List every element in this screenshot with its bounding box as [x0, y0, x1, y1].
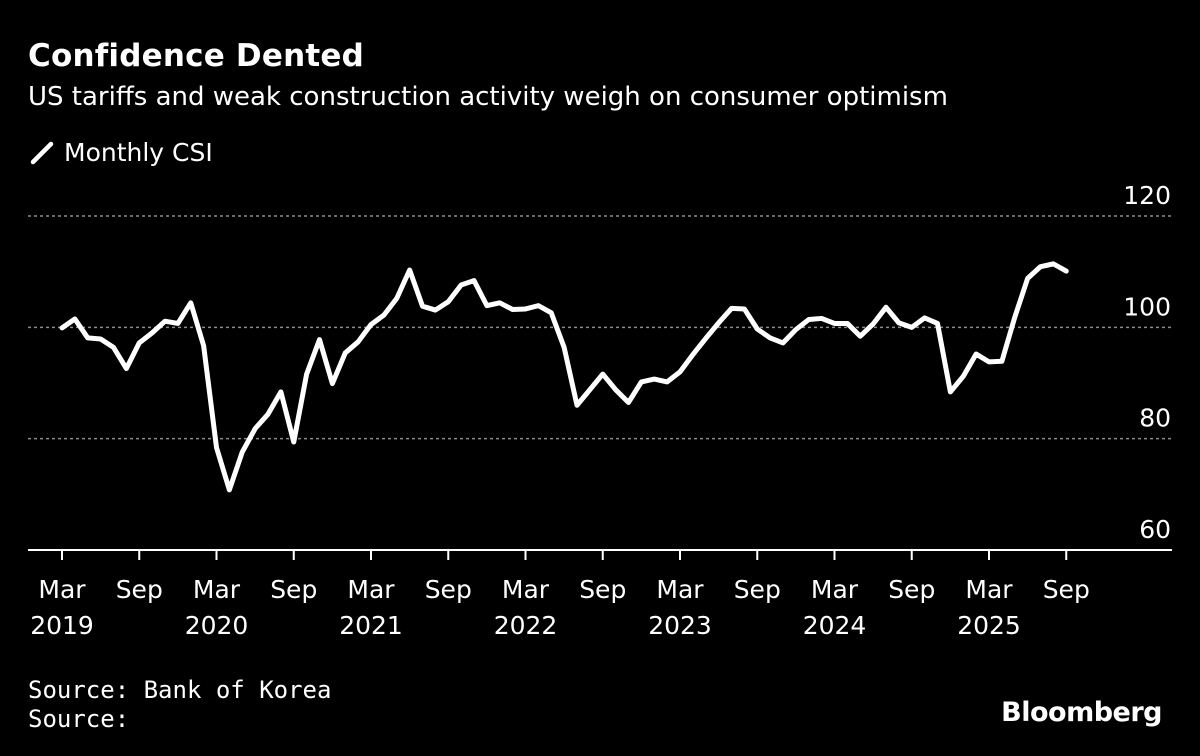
x-tick-label: Sep: [116, 575, 163, 604]
x-tick-label: Mar: [656, 575, 704, 604]
y-tick-label-120: 120: [1123, 181, 1171, 210]
x-tick-year-label: 2022: [494, 611, 558, 640]
y-tick-label-80: 80: [1139, 404, 1171, 433]
x-tick-label: Mar: [347, 575, 395, 604]
x-tick-year-label: 2025: [957, 611, 1021, 640]
x-tick-year-label: 2021: [339, 611, 403, 640]
x-tick-label: Sep: [425, 575, 472, 604]
series-layer: [59, 261, 1069, 493]
series-line-monthly-csi: [59, 261, 1069, 493]
x-tick-label: Mar: [193, 575, 241, 604]
y-tick-label-60: 60: [1139, 515, 1171, 544]
x-tick-label: Mar: [965, 575, 1013, 604]
x-axis: Mar 2019 Sep Mar 2020 Sep Mar 2021 Sep Mar 2022 Sep…: [28, 549, 1172, 640]
x-tick-year-label: 2020: [185, 611, 249, 640]
source-line-2: Source:: [28, 705, 130, 733]
x-tick-year-label: 2024: [803, 611, 867, 640]
y-tick-label-100: 100: [1123, 292, 1171, 321]
bloomberg-logo: Bloomberg: [1001, 697, 1162, 728]
x-tick-label: Sep: [734, 575, 781, 604]
legend-label: Monthly CSI: [64, 138, 213, 167]
x-tick-label: Mar: [811, 575, 859, 604]
source-line-1: Source: Bank of Korea: [28, 676, 332, 704]
x-tick-year-label: 2019: [30, 611, 94, 640]
legend: Monthly CSI: [30, 138, 213, 167]
grid-layer: [28, 215, 1172, 440]
x-tick-label: Sep: [888, 575, 935, 604]
x-tick-label: Sep: [270, 575, 317, 604]
x-tick-label: Mar: [38, 575, 86, 604]
chart-subtitle: US tariffs and weak construction activit…: [28, 82, 948, 112]
x-tick-year-label: 2023: [648, 611, 712, 640]
line-swatch-icon: [30, 141, 54, 164]
x-tick-label: Mar: [502, 575, 550, 604]
x-tick-label: Sep: [579, 575, 626, 604]
x-tick-label: Sep: [1043, 575, 1090, 604]
y-axis-labels: 60 80 100 120: [1123, 181, 1171, 544]
chart-title: Confidence Dented: [28, 38, 364, 74]
